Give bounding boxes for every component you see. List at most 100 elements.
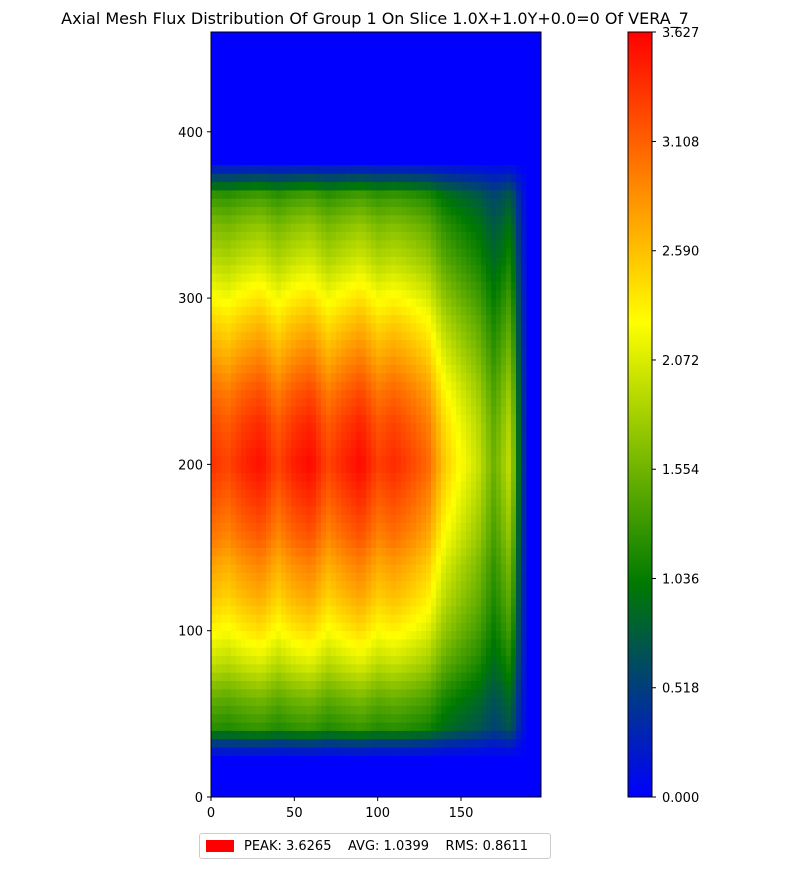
heatmap-cell bbox=[381, 239, 387, 249]
heatmap-cell bbox=[461, 364, 467, 374]
heatmap-cell bbox=[221, 672, 227, 681]
heatmap-cell bbox=[231, 530, 237, 540]
heatmap-cell bbox=[366, 414, 372, 424]
heatmap-cell bbox=[271, 431, 277, 440]
heatmap-cell bbox=[326, 439, 332, 449]
heatmap-cell bbox=[231, 223, 237, 232]
heatmap-cell bbox=[421, 306, 427, 316]
heatmap-cell bbox=[386, 414, 392, 424]
heatmap-cell bbox=[411, 314, 417, 324]
heatmap-cell bbox=[351, 381, 357, 390]
heatmap-cell bbox=[491, 522, 497, 532]
heatmap-cell bbox=[436, 189, 442, 199]
heatmap-cell bbox=[451, 597, 457, 607]
heatmap-cell bbox=[481, 680, 487, 690]
heatmap-cell bbox=[376, 547, 382, 557]
heatmap-cell bbox=[261, 622, 267, 632]
heatmap-cell bbox=[491, 189, 497, 199]
heatmap-cell bbox=[306, 564, 312, 573]
heatmap-cell bbox=[421, 655, 427, 665]
heatmap-cell bbox=[496, 165, 502, 174]
heatmap-cell bbox=[511, 298, 517, 307]
heatmap-cell bbox=[401, 663, 407, 673]
heatmap-cell bbox=[316, 256, 322, 266]
heatmap-cell bbox=[461, 663, 467, 673]
heatmap-cell bbox=[456, 273, 462, 282]
heatmap-cell bbox=[236, 439, 242, 449]
heatmap-cell bbox=[471, 672, 477, 681]
heatmap-cell bbox=[336, 680, 342, 690]
heatmap-cell bbox=[266, 273, 272, 282]
heatmap-cell bbox=[241, 256, 247, 266]
heatmap-cell bbox=[336, 564, 342, 573]
heatmap-cell bbox=[466, 389, 472, 399]
heatmap-cell bbox=[291, 605, 297, 615]
heatmap-cell bbox=[276, 747, 282, 756]
heatmap-cell bbox=[236, 264, 242, 274]
heatmap-cell bbox=[371, 522, 377, 532]
heatmap-cell bbox=[336, 447, 342, 457]
heatmap-cell bbox=[331, 206, 337, 216]
heatmap-cell bbox=[381, 505, 387, 515]
heatmap-cell bbox=[441, 547, 447, 557]
heatmap-cell bbox=[301, 663, 307, 673]
heatmap-cell bbox=[236, 306, 242, 316]
heatmap-cell bbox=[396, 198, 402, 208]
heatmap-cell bbox=[261, 389, 267, 399]
heatmap-cell bbox=[266, 372, 272, 382]
heatmap-cell bbox=[496, 414, 502, 424]
heatmap-cell bbox=[246, 347, 252, 357]
heatmap-cell bbox=[416, 622, 422, 632]
heatmap-cell bbox=[391, 672, 397, 681]
heatmap-cell bbox=[266, 298, 272, 307]
heatmap-cell bbox=[371, 514, 377, 523]
heatmap-cell bbox=[361, 555, 367, 565]
heatmap-cell bbox=[261, 722, 267, 731]
heatmap-cell bbox=[231, 655, 237, 665]
heatmap-cell bbox=[331, 663, 337, 673]
heatmap-cell bbox=[441, 589, 447, 598]
heatmap-cell bbox=[416, 647, 422, 657]
heatmap-cell bbox=[456, 306, 462, 316]
heatmap-cell bbox=[306, 414, 312, 424]
heatmap-cell bbox=[446, 439, 452, 449]
heatmap-cell bbox=[256, 198, 262, 208]
heatmap-cell bbox=[276, 381, 282, 390]
heatmap-cell bbox=[466, 580, 472, 590]
heatmap-cell bbox=[281, 539, 287, 548]
heatmap-cell bbox=[211, 672, 217, 681]
heatmap-cell bbox=[281, 572, 287, 582]
heatmap-cell bbox=[411, 198, 417, 208]
heatmap-cell bbox=[286, 165, 292, 174]
heatmap-cell bbox=[416, 198, 422, 208]
heatmap-cell bbox=[256, 439, 262, 449]
heatmap-cell bbox=[276, 298, 282, 307]
heatmap-cell bbox=[376, 347, 382, 357]
heatmap-cell bbox=[291, 214, 297, 224]
heatmap-cell bbox=[461, 397, 467, 407]
heatmap-cell bbox=[476, 273, 482, 282]
heatmap-cell bbox=[211, 381, 217, 390]
heatmap-cell bbox=[316, 680, 322, 690]
heatmap-cell bbox=[446, 239, 452, 249]
heatmap-cell bbox=[301, 189, 307, 199]
heatmap-cell bbox=[211, 264, 217, 274]
heatmap-cell bbox=[376, 522, 382, 532]
heatmap-cell bbox=[416, 372, 422, 382]
heatmap-cell bbox=[236, 414, 242, 424]
heatmap-cell bbox=[251, 389, 257, 399]
heatmap-cell bbox=[291, 697, 297, 706]
heatmap-cell bbox=[281, 323, 287, 332]
heatmap-cell bbox=[306, 239, 312, 249]
heatmap-cell bbox=[486, 189, 492, 199]
heatmap-cell bbox=[506, 547, 512, 557]
heatmap-cell bbox=[276, 672, 282, 681]
heatmap-cell bbox=[351, 555, 357, 565]
heatmap-cell bbox=[246, 198, 252, 208]
heatmap-cell bbox=[311, 165, 317, 174]
heatmap-cell bbox=[346, 738, 352, 748]
heatmap-cell bbox=[211, 505, 217, 515]
heatmap-cell bbox=[451, 248, 457, 257]
heatmap-cell bbox=[326, 273, 332, 282]
heatmap-cell bbox=[241, 589, 247, 598]
